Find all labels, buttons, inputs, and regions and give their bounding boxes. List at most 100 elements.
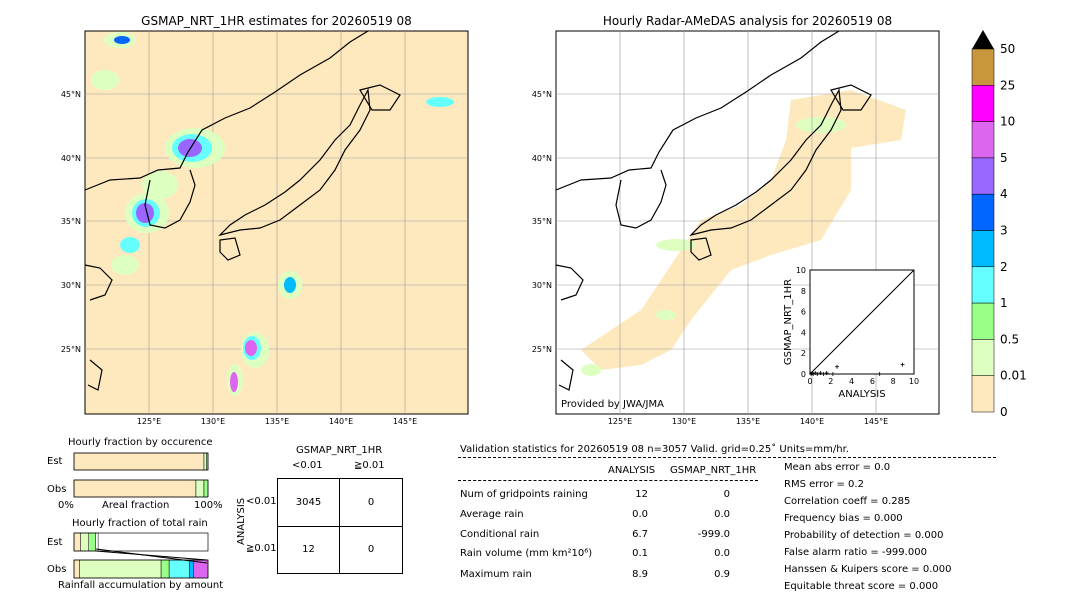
scatter-x-ticks: 0 2 4 6 8 10 — [807, 377, 919, 386]
colorbar-band — [971, 302, 995, 340]
validation-score: Equitable threat score = 0.000 — [784, 581, 939, 592]
total-rain-row-obs: Obs — [47, 564, 67, 575]
contingency-col-header-1: <0.01 — [292, 460, 323, 471]
colorbar-band — [971, 339, 995, 376]
colorbar-band — [971, 157, 995, 195]
colorbar: 50 25 10 5 4 3 2 1 0.5 0.01 0 — [971, 30, 1027, 419]
bar-outline — [73, 452, 209, 471]
left-map-lat-labels: 45°N 40°N 35°N 30°N 25°N — [61, 90, 81, 354]
validation-row-analysis: 0.1 — [632, 548, 648, 559]
validation-row-label: Maximum rain — [460, 569, 532, 580]
validation-row-gsmap: -999.0 — [697, 529, 730, 540]
bar-segment — [79, 559, 162, 579]
bar-segment — [73, 532, 81, 552]
validation-header-rule — [458, 457, 996, 458]
occurence-row-est: Est — [47, 456, 63, 467]
lon-label: 125°E — [137, 417, 161, 426]
scatter-xlabel: ANALYSIS — [838, 389, 885, 400]
occurence-xlabel-mid: Areal fraction — [102, 500, 170, 511]
bar-segment — [188, 559, 194, 579]
colorbar-label: 10 — [1000, 115, 1015, 129]
lon-label: 125°E — [608, 417, 632, 426]
lon-label: 130°E — [201, 417, 225, 426]
bar-connector — [95, 548, 208, 564]
contingency-cell: 3045 — [295, 497, 322, 508]
scatter-y-tick: 4 — [801, 328, 806, 337]
scatter-points — [809, 362, 905, 376]
validation-row-gsmap: 0.0 — [714, 548, 730, 559]
contingency-hline — [278, 526, 402, 527]
contingency-row-header-2: ≧0.01 — [246, 543, 277, 554]
validation-score: Mean abs error = 0.0 — [784, 462, 891, 473]
bar-segment — [80, 532, 89, 552]
bar-segment — [95, 532, 99, 552]
validation-score: Correlation coeff = 0.285 — [784, 496, 911, 507]
validation-header: Validation statistics for 20260519 08 n=… — [460, 444, 849, 455]
lat-label: 35°N — [532, 217, 552, 226]
total-rain-title: Hourly fraction of total rain — [72, 518, 208, 529]
scatter-x-tick: 6 — [870, 377, 875, 386]
lon-label: 130°E — [672, 417, 696, 426]
contingency-col-header-2: ≧0.01 — [354, 460, 385, 471]
colorbar-label: 0.01 — [1000, 369, 1027, 383]
right-map-lon-labels: 125°E 130°E 135°E 140°E 145°E — [608, 417, 888, 426]
right-map-credit: Provided by JWA/JMA — [561, 399, 664, 410]
colorbar-label: 25 — [1000, 78, 1015, 92]
colorbar-label: 1 — [1000, 296, 1008, 310]
validation-row-analysis: 0.0 — [632, 509, 648, 520]
lat-label: 25°N — [61, 345, 81, 354]
validation-score: RMS error = 0.2 — [784, 479, 864, 490]
bar-segment — [203, 479, 209, 498]
colorbar-band — [971, 48, 995, 86]
validation-row-gsmap: 0 — [723, 489, 730, 500]
colorbar-band — [971, 230, 995, 268]
colorbar-label: 5 — [1000, 151, 1008, 165]
scatter-inset: 0 2 4 6 8 10 0 2 4 6 8 10 ANALYSIS GSMAP_NRT_1HR — [783, 266, 919, 400]
lon-label: 140°E — [329, 417, 353, 426]
total-rain-xlabel: Rainfall accumulation by amount — [58, 580, 224, 591]
scatter-y-tick: 6 — [801, 308, 806, 317]
lat-label: 45°N — [532, 90, 552, 99]
colorbar-band — [971, 266, 995, 304]
scatter-diagonal — [809, 269, 915, 375]
scatter-y-tick: 8 — [801, 287, 806, 296]
scatter-y-tick: 2 — [801, 349, 806, 358]
contingency-row-header-1: <0.01 — [246, 496, 277, 507]
colorbar-band — [971, 85, 995, 122]
bar-outline — [73, 479, 209, 498]
lat-label: 30°N — [532, 281, 552, 290]
left-map-grid — [85, 31, 468, 414]
scatter-y-ticks: 0 2 4 6 8 10 — [796, 266, 806, 379]
colorbar-rects — [971, 48, 995, 413]
lat-label: 25°N — [532, 345, 552, 354]
occurence-bars — [73, 452, 209, 498]
colorbar-band — [971, 193, 995, 231]
bar-segment — [195, 479, 205, 498]
lon-label: 135°E — [736, 417, 760, 426]
right-map-coast — [555, 30, 872, 391]
occurence-xlabel-right: 100% — [194, 500, 223, 511]
lon-label: 145°E — [864, 417, 888, 426]
colorbar-band — [971, 375, 995, 413]
bar-segment — [73, 452, 205, 471]
scatter-x-tick: 10 — [909, 377, 919, 386]
colorbar-label: 0 — [1000, 405, 1008, 419]
scatter-point — [835, 364, 840, 369]
validation-score: Probability of detection = 0.000 — [784, 530, 944, 541]
colorbar-band — [971, 121, 995, 159]
scatter-point — [821, 372, 826, 376]
bar-segment — [73, 559, 80, 579]
left-map-title: GSMAP_NRT_1HR estimates for 20260519 08 — [141, 14, 412, 28]
scatter-point — [813, 370, 818, 375]
validation-score: False alarm ratio = -999.000 — [784, 547, 927, 558]
scatter-x-tick: 8 — [891, 377, 896, 386]
contingency-cell: 12 — [302, 544, 315, 555]
colorbar-label: 3 — [1000, 224, 1008, 238]
scatter-x-tick: 2 — [828, 377, 833, 386]
colorbar-label: 2 — [1000, 260, 1008, 274]
validation-row-analysis: 6.7 — [632, 529, 648, 540]
validation-score: Frequency bias = 0.000 — [784, 513, 903, 524]
contingency-title: GSMAP_NRT_1HR — [296, 445, 383, 456]
lat-label: 40°N — [532, 154, 552, 163]
validation-row-label: Conditional rain — [460, 529, 540, 540]
